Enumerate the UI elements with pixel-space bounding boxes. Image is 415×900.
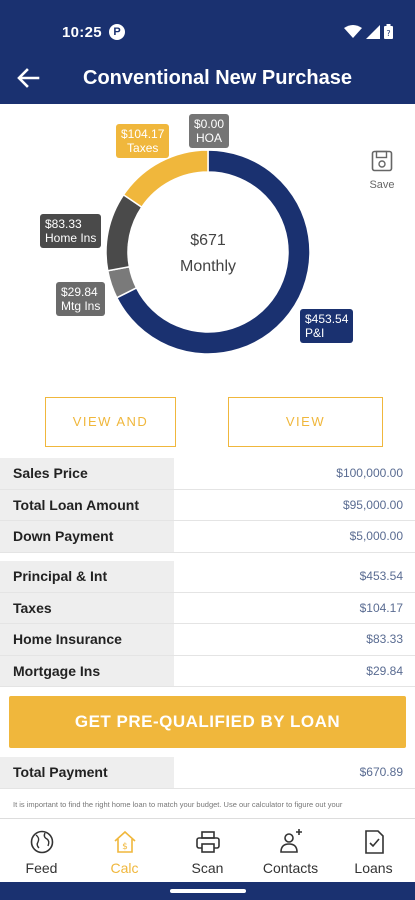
table-row: Sales Price $100,000.00 (0, 458, 415, 490)
row-value[interactable]: $5,000.00 (349, 529, 403, 543)
document-check-icon (364, 830, 384, 854)
notification-icon: P (109, 24, 125, 40)
status-icons: ? (344, 24, 393, 39)
row-value: $453.54 (359, 569, 403, 583)
nav-contacts[interactable]: Contacts (249, 819, 332, 882)
view-amortization-button[interactable]: VIEW AMORTIZATION (228, 397, 383, 477)
table-row: Home Insurance $83.33 (0, 624, 415, 656)
home-gesture-handle[interactable] (170, 889, 246, 893)
tag-home-ins: $83.33 Home Ins (40, 214, 102, 248)
app-bar: Conventional New Purchase (0, 56, 415, 104)
nav-label: Feed (25, 860, 58, 876)
tag-pi-label: P&I (305, 326, 325, 340)
row-label: Sales Price (0, 458, 174, 489)
tag-mtg-ins-amount: $29.84 (61, 285, 98, 299)
svg-text:?: ? (386, 29, 390, 38)
wifi-icon (344, 24, 362, 38)
tag-home-ins-amount: $83.33 (45, 217, 82, 231)
nav-feed[interactable]: Feed (0, 819, 83, 882)
gesture-bar (0, 882, 415, 900)
row-value[interactable]: $95,000.00 (342, 497, 403, 512)
payment-table: Principal & Int $453.54 Taxes $104.17 Ho… (0, 561, 415, 687)
tag-principal-interest: $453.54 P&I (300, 309, 354, 343)
row-label: Principal & Int (0, 561, 174, 592)
bottom-nav: Feed $ Calc Scan Contacts Loans (0, 818, 415, 882)
get-prequalified-button[interactable]: GET PRE-QUALIFIED BY LOAN (9, 696, 406, 748)
tag-hoa-label: HOA (196, 131, 223, 145)
back-arrow-icon (17, 68, 40, 88)
row-value: $29.84 (366, 663, 403, 678)
donut-slice-taxes[interactable] (122, 149, 209, 209)
table-row: Taxes $104.17 (0, 592, 415, 624)
nav-label: Contacts (262, 860, 319, 876)
nav-label: Calc (110, 860, 139, 876)
save-label: Save (369, 179, 395, 191)
center-label: Monthly (179, 258, 237, 275)
total-label: Total Payment (0, 757, 174, 788)
nav-label: Loans (354, 860, 393, 876)
table-row: Principal & Int $453.54 (0, 561, 415, 593)
tag-mtg-ins-label: Mtg Ins (61, 299, 101, 313)
tag-pi-amount: $453.54 (305, 312, 349, 326)
view-and-share-button[interactable]: VIEW AND SHARE (45, 397, 176, 477)
table-row: Down Payment $5,000.00 (0, 521, 415, 553)
printer-scan-icon (195, 831, 220, 853)
floppy-disk-icon (371, 150, 393, 172)
tag-hoa: $0.00 HOA (189, 114, 230, 148)
row-value[interactable]: $100,000.00 (336, 466, 403, 480)
nav-calc[interactable]: $ Calc (83, 819, 166, 882)
total-row: Total Payment $670.89 (0, 757, 415, 789)
table-row: Total Loan Amount $95,000.00 (0, 489, 415, 521)
back-button[interactable] (16, 66, 46, 94)
row-value[interactable]: $83.33 (366, 632, 403, 646)
donut-slice-p-i[interactable] (115, 149, 311, 355)
row-label: Home Insurance (0, 624, 174, 655)
row-label: Taxes (0, 592, 174, 623)
nav-label: Scan (191, 860, 224, 876)
status-time: 10:25 (62, 24, 102, 41)
page-title: Conventional New Purchase (83, 67, 352, 89)
row-label: Total Loan Amount (0, 489, 174, 520)
tag-home-ins-label: Home Ins (45, 231, 97, 245)
donut-slice-home-ins[interactable] (105, 193, 143, 272)
loan-table: Sales Price $100,000.00 Total Loan Amoun… (0, 458, 415, 553)
tag-taxes: $104.17 Taxes (116, 124, 170, 158)
disclaimer-text: It is important to find the right home l… (13, 800, 343, 809)
save-button[interactable]: Save (366, 150, 398, 194)
status-bar: 10:25 P ? (0, 0, 415, 56)
tag-mtg-ins: $29.84 Mtg Ins (56, 282, 106, 316)
contacts-icon (279, 829, 302, 853)
row-label: Down Payment (0, 521, 174, 552)
nav-scan[interactable]: Scan (166, 819, 249, 882)
calculator-home-icon: $ (113, 830, 136, 853)
tag-taxes-label: Taxes (127, 141, 159, 155)
tag-taxes-amount: $104.17 (121, 127, 165, 141)
svg-text:$: $ (122, 842, 128, 852)
row-label: Mortgage Ins (0, 655, 174, 686)
table-row: Mortgage Ins $29.84 (0, 655, 415, 687)
total-value: $670.89 (359, 765, 403, 779)
nav-loans[interactable]: Loans (332, 819, 415, 882)
signal-icon (366, 24, 380, 39)
row-value[interactable]: $104.17 (359, 600, 403, 615)
tag-hoa-amount: $0.00 (194, 117, 225, 131)
battery-icon: ? (384, 24, 393, 39)
total-table: Total Payment $670.89 (0, 757, 415, 789)
donut-chart (105, 149, 311, 355)
center-amount: $671 (190, 232, 226, 249)
globe-icon (30, 830, 53, 854)
